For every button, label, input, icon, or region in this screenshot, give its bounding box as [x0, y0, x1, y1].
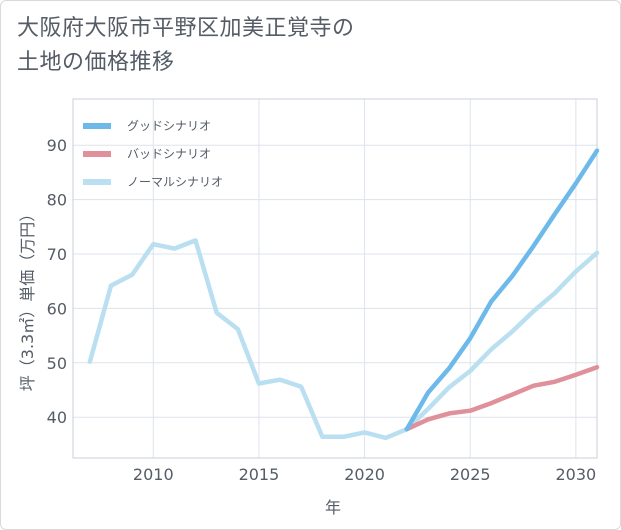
chart-title: 大阪府大阪市平野区加美正覚寺の 土地の価格推移 [17, 12, 355, 80]
x-axis-title: 年 [325, 498, 341, 517]
plot-border [72, 98, 598, 459]
x-tick-2020: 2020 [344, 465, 385, 484]
chart-title-line-1: 大阪府大阪市平野区加美正覚寺の [17, 16, 355, 41]
tick-labels: 2010 2015 2020 2025 2030 40 50 60 70 80 90 [47, 136, 597, 484]
x-tick-2010: 2010 [133, 465, 174, 484]
y-tick-50: 50 [47, 354, 67, 373]
y-axis-title: 坪（3.3㎡）単価（万円） [18, 206, 37, 391]
grid-lines [73, 99, 597, 458]
y-tick-90: 90 [47, 136, 67, 155]
y-tick-40: 40 [47, 408, 67, 427]
legend-label-1: バッドシナリオ [127, 147, 211, 161]
y-tick-60: 60 [47, 299, 67, 318]
y-tick-80: 80 [47, 191, 67, 210]
y-tick-70: 70 [47, 245, 67, 264]
legend-label-0: グッドシナリオ [127, 119, 211, 133]
x-tick-2030: 2030 [556, 465, 597, 484]
series-line-0 [404, 148, 600, 432]
plot-frame [72, 98, 598, 459]
legend-label-2: ノーマルシナリオ [127, 175, 223, 189]
x-tick-2015: 2015 [239, 465, 280, 484]
series-line-2 [87, 238, 600, 441]
x-tick-2025: 2025 [450, 465, 491, 484]
series-lines [87, 148, 600, 441]
series-line-1 [404, 364, 600, 432]
chart-title-line-2: 土地の価格推移 [17, 50, 175, 75]
